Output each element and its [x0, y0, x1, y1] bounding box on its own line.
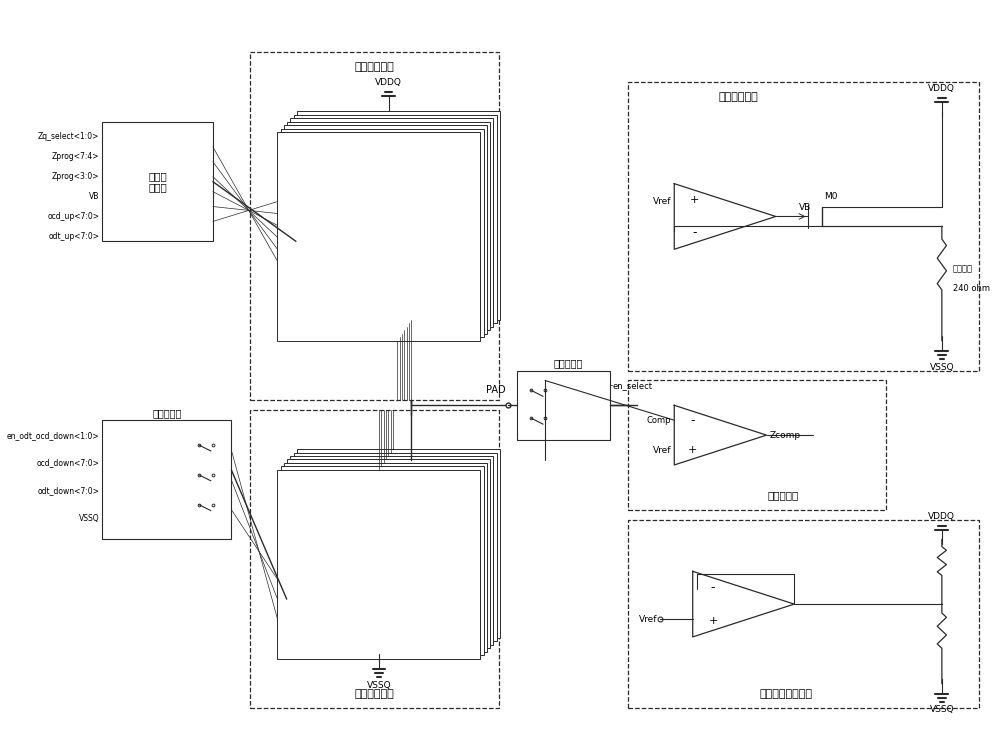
- Text: Vref: Vref: [639, 614, 658, 623]
- Bar: [250, 53, 499, 400]
- Text: 比较器模块: 比较器模块: [768, 490, 799, 499]
- Bar: [290, 118, 493, 327]
- Text: 三路选择器: 三路选择器: [152, 409, 181, 418]
- Bar: [277, 470, 480, 659]
- Text: Zcomp: Zcomp: [769, 430, 800, 439]
- Text: Vref: Vref: [653, 197, 671, 206]
- Text: 参考电阻: 参考电阻: [953, 264, 973, 273]
- Text: VDDQ: VDDQ: [375, 78, 402, 87]
- Text: 两路选择器: 两路选择器: [553, 358, 583, 369]
- Bar: [277, 132, 480, 341]
- Bar: [517, 370, 610, 440]
- Bar: [284, 463, 487, 652]
- Text: VSSQ: VSSQ: [930, 363, 954, 372]
- Text: Comp: Comp: [647, 416, 671, 425]
- Text: -: -: [692, 226, 697, 240]
- Bar: [250, 410, 499, 708]
- Text: VSSQ: VSSQ: [79, 514, 99, 523]
- Bar: [102, 421, 231, 539]
- Text: 第二校准模块: 第二校准模块: [354, 62, 394, 72]
- Text: +: +: [688, 445, 697, 455]
- Text: 240 ohm: 240 ohm: [953, 284, 990, 293]
- Text: 多路控
制模块: 多路控 制模块: [148, 171, 167, 192]
- Text: ocd_up<7:0>: ocd_up<7:0>: [47, 212, 99, 221]
- Text: Zprog<7:4>: Zprog<7:4>: [52, 152, 99, 161]
- Text: VB: VB: [89, 192, 99, 201]
- Bar: [290, 456, 493, 645]
- Text: VSSQ: VSSQ: [930, 705, 954, 714]
- Text: PAD: PAD: [486, 385, 505, 395]
- Bar: [284, 125, 487, 333]
- Text: odt_down<7:0>: odt_down<7:0>: [38, 487, 99, 496]
- Bar: [294, 453, 497, 641]
- Bar: [628, 520, 979, 708]
- Text: VB: VB: [799, 203, 811, 212]
- Bar: [287, 460, 490, 648]
- Bar: [281, 466, 484, 656]
- Bar: [102, 122, 213, 241]
- Text: 参考电压产生模块: 参考电压产生模块: [759, 689, 812, 698]
- Text: VSSQ: VSSQ: [367, 680, 391, 689]
- Bar: [281, 128, 484, 337]
- Text: +: +: [690, 195, 699, 205]
- Text: en_select: en_select: [612, 381, 652, 390]
- Text: VDDQ: VDDQ: [928, 84, 955, 93]
- Text: +: +: [708, 616, 718, 626]
- Text: Zprog<3:0>: Zprog<3:0>: [52, 172, 99, 181]
- Text: en_odt_ocd_down<1:0>: en_odt_ocd_down<1:0>: [7, 430, 99, 439]
- Bar: [628, 83, 979, 370]
- Text: M0: M0: [824, 192, 838, 201]
- Bar: [294, 115, 497, 324]
- Bar: [297, 449, 500, 638]
- Text: ocd_down<7:0>: ocd_down<7:0>: [37, 458, 99, 467]
- Text: Vref: Vref: [653, 445, 671, 454]
- Bar: [628, 381, 886, 510]
- Text: 校准电阻模块: 校准电阻模块: [719, 92, 759, 102]
- Bar: [297, 111, 500, 320]
- Text: odt_up<7:0>: odt_up<7:0>: [48, 232, 99, 241]
- Bar: [287, 122, 490, 330]
- Text: -: -: [711, 581, 715, 594]
- Text: Zq_select<1:0>: Zq_select<1:0>: [38, 132, 99, 141]
- Text: VDDQ: VDDQ: [928, 511, 955, 520]
- Text: 第一校准模块: 第一校准模块: [354, 689, 394, 698]
- Text: -: -: [690, 414, 695, 427]
